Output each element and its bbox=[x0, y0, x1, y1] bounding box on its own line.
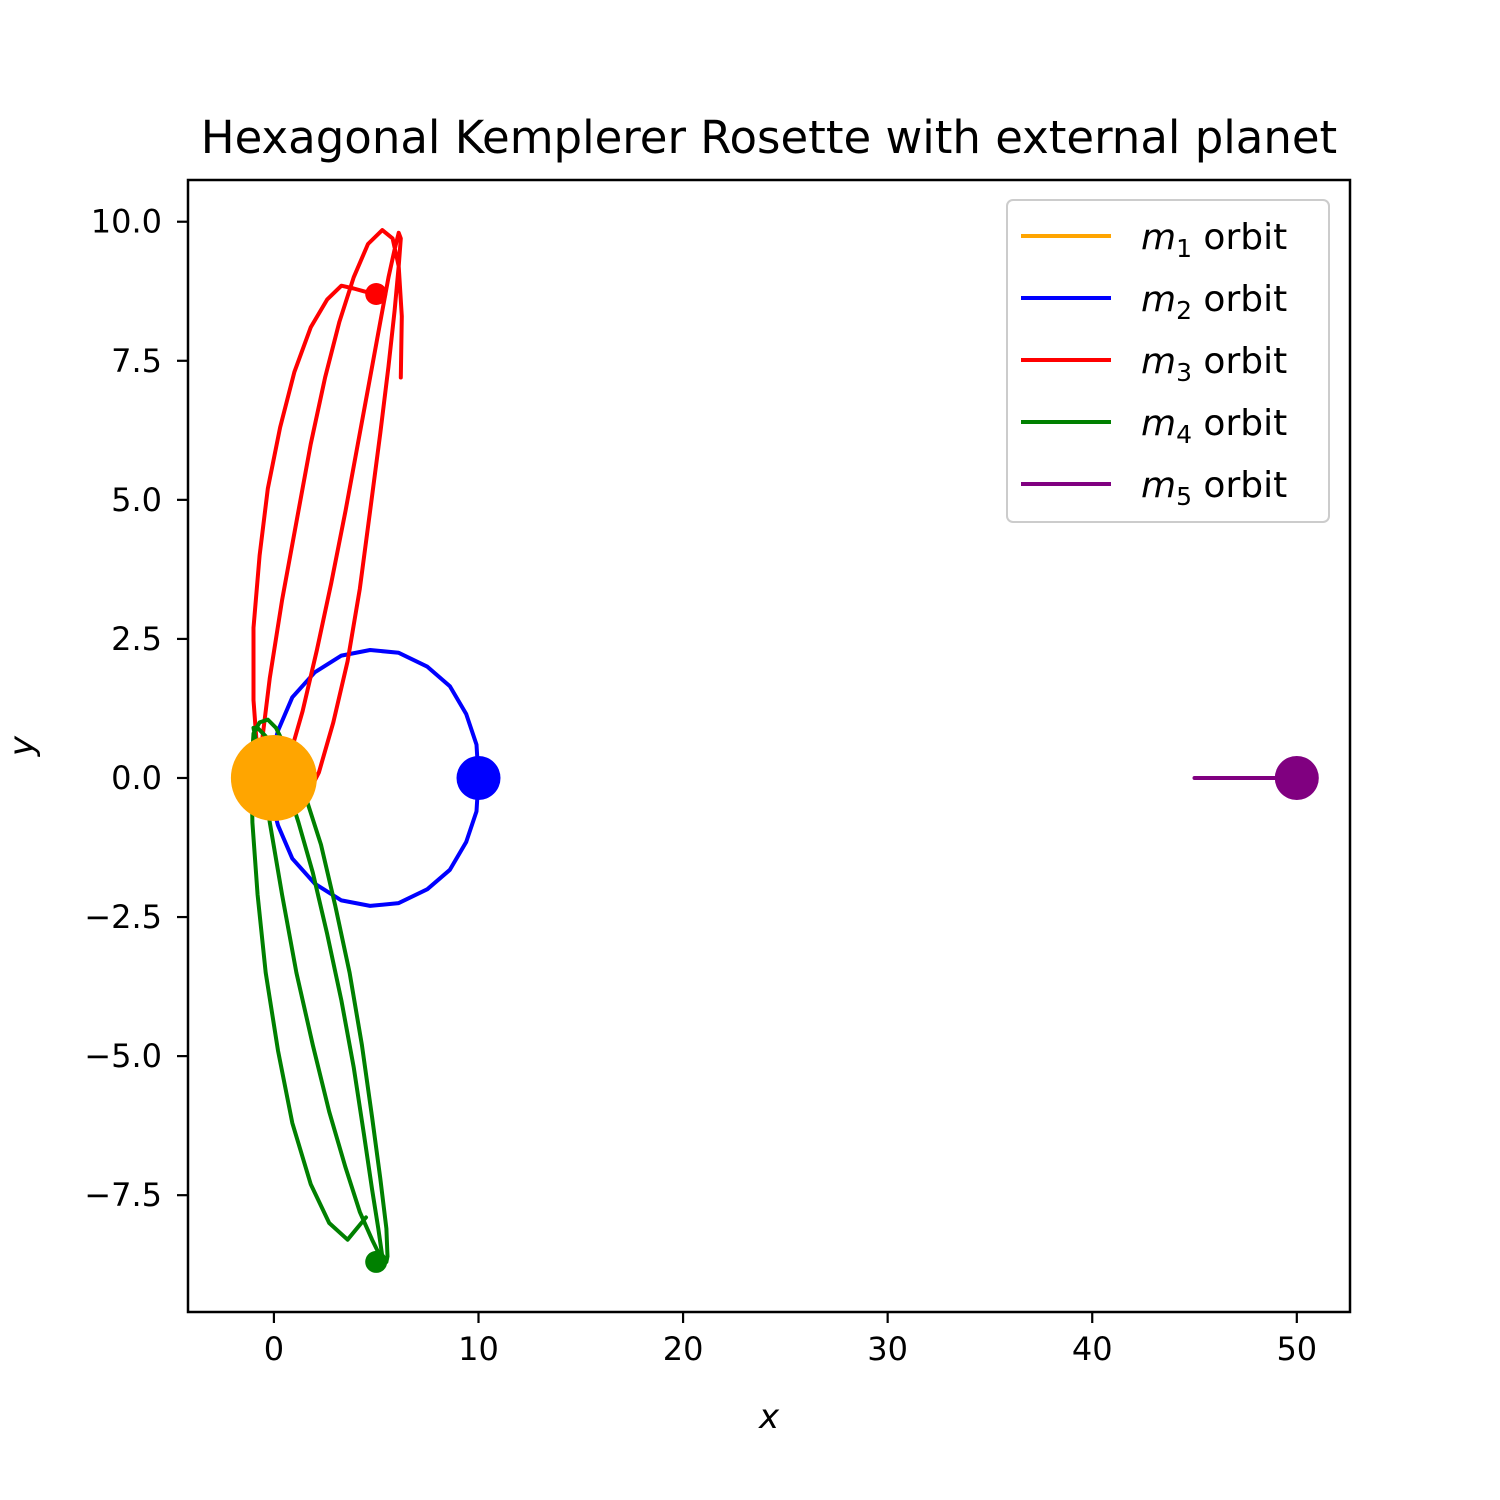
y-tick-label: −7.5 bbox=[84, 1176, 162, 1214]
legend-label-2: m2 orbit bbox=[1141, 279, 1287, 325]
y-tick-label: −5.0 bbox=[84, 1037, 162, 1075]
x-axis-label: x bbox=[758, 1397, 780, 1437]
series-3-body-marker bbox=[365, 283, 388, 305]
x-tick-label: 0 bbox=[264, 1330, 284, 1368]
legend-frame bbox=[1006, 199, 1330, 523]
legend: m1 orbit m2 orbit m3 orbit m4 orbit m5 orbit bbox=[1006, 199, 1330, 523]
y-tick-label: −2.5 bbox=[84, 898, 162, 936]
legend-label-4: m4 orbit bbox=[1141, 403, 1287, 449]
x-ticks: 0 10 20 30 40 50 bbox=[264, 1312, 1317, 1368]
x-tick-label: 30 bbox=[867, 1330, 908, 1368]
series-1-body-marker bbox=[230, 735, 317, 821]
x-tick-label: 40 bbox=[1072, 1330, 1113, 1368]
y-tick-label: 10.0 bbox=[91, 203, 162, 241]
y-tick-label: 7.5 bbox=[111, 342, 162, 380]
series-2-body-marker bbox=[456, 756, 501, 800]
series-4-body-marker bbox=[365, 1250, 388, 1273]
x-tick-label: 20 bbox=[663, 1330, 704, 1368]
y-ticks: 10.0 7.5 5.0 2.5 0.0 −2.5 −5.0 −7.5 bbox=[84, 203, 188, 1214]
axes-frame bbox=[186, 178, 1352, 1314]
x-tick-label: 10 bbox=[458, 1330, 499, 1368]
legend-label-1: m1 orbit bbox=[1141, 217, 1287, 263]
x-tick-label: 50 bbox=[1276, 1330, 1317, 1368]
legend-label-3: m3 orbit bbox=[1141, 341, 1287, 387]
series-3-orbit-line bbox=[251, 228, 404, 817]
y-tick-label: 2.5 bbox=[111, 620, 162, 658]
legend-label-5: m5 orbit bbox=[1141, 465, 1287, 511]
y-tick-label: 0.0 bbox=[111, 759, 162, 797]
series-5-body-marker bbox=[1274, 756, 1319, 800]
chart-title: Hexagonal Kemplerer Rosette with externa… bbox=[201, 111, 1337, 164]
y-axis-label: y bbox=[2, 735, 42, 757]
y-tick-label: 5.0 bbox=[111, 481, 162, 519]
marker-layer bbox=[230, 283, 1319, 1273]
